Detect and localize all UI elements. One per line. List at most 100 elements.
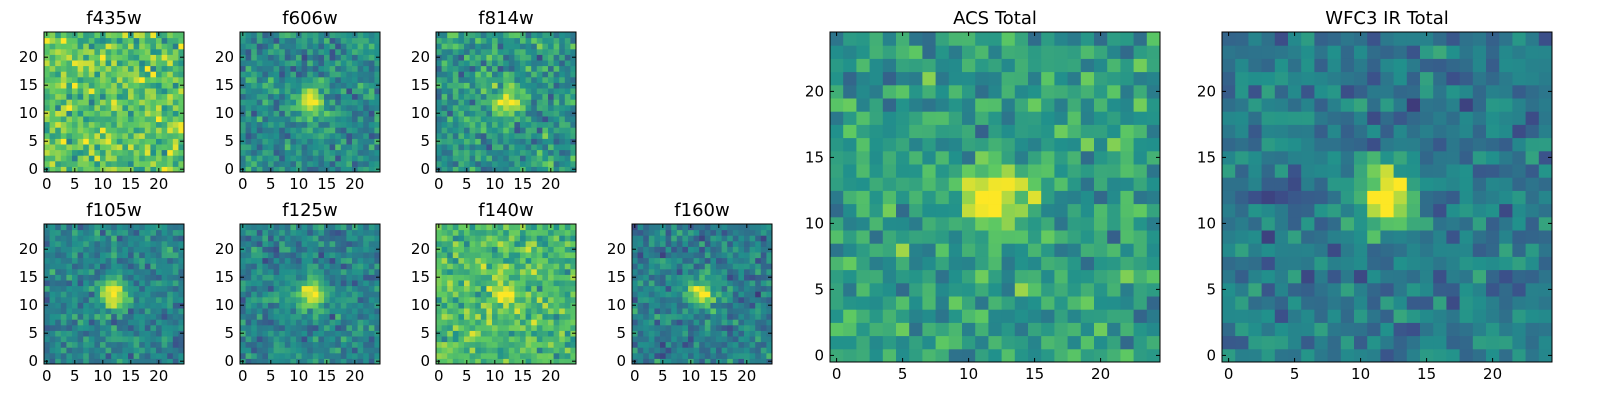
heatmap-cell: [922, 348, 937, 363]
heatmap-cell: [55, 274, 62, 281]
heatmap-cell: [352, 319, 359, 326]
heatmap-cell: [548, 336, 555, 343]
heatmap-cell: [682, 308, 689, 315]
heatmap-cell: [55, 110, 62, 117]
heatmap-cell: [94, 274, 101, 281]
heatmap-cell: [94, 99, 101, 106]
heatmap-cell: [150, 319, 157, 326]
heatmap-cell: [268, 229, 275, 236]
heatmap-cell: [475, 313, 482, 320]
heatmap-cell: [1133, 243, 1148, 257]
heatmap-cell: [273, 358, 280, 365]
heatmap-cell: [150, 65, 157, 72]
heatmap-cell: [312, 110, 319, 117]
heatmap-cell: [128, 43, 135, 50]
heatmap-cell: [531, 104, 538, 111]
heatmap-cell: [564, 132, 571, 139]
heatmap-cell: [318, 229, 325, 236]
heatmap-cell: [1028, 177, 1042, 191]
heatmap-cell: [525, 99, 532, 106]
heatmap-cell: [749, 285, 756, 292]
heatmap-cell: [643, 240, 650, 247]
heatmap-cell: [716, 280, 723, 287]
heatmap-cell: [665, 319, 672, 326]
heatmap-cell: [256, 65, 263, 72]
heatmap-cell: [475, 138, 482, 145]
heatmap-cell: [172, 144, 179, 151]
heatmap-cell: [374, 144, 381, 151]
heatmap-cell: [172, 240, 179, 247]
heatmap-cell: [312, 235, 319, 242]
heatmap-cell: [497, 37, 504, 44]
heatmap-cell: [156, 116, 163, 123]
y-tick-label: 15: [607, 268, 626, 286]
heatmap-cell: [1041, 203, 1055, 218]
heatmap-cell: [665, 257, 672, 264]
heatmap-cell: [447, 330, 454, 337]
heatmap-cell: [531, 319, 538, 326]
x-tick-label: 10: [485, 175, 504, 193]
heatmap-cell: [548, 347, 555, 354]
heatmap-cells: [44, 224, 185, 365]
heatmap-cell: [290, 138, 297, 145]
heatmap-cell: [284, 43, 291, 50]
heatmap-cell: [335, 319, 342, 326]
heatmap-cell: [60, 285, 67, 292]
heatmap-cell: [49, 229, 56, 236]
heatmap-cell: [346, 358, 353, 365]
heatmap-cell: [514, 246, 521, 253]
heatmap-cell: [240, 229, 247, 236]
heatmap-cell: [492, 330, 499, 337]
heatmap-cell: [447, 308, 454, 315]
heatmap-cell: [721, 336, 728, 343]
heatmap-cell: [447, 246, 454, 253]
heatmap-cell: [301, 76, 308, 83]
heatmap-cell: [178, 229, 185, 236]
heatmap-cell: [167, 330, 174, 337]
heatmap-cell: [699, 330, 706, 337]
heatmap-cell: [503, 104, 510, 111]
heatmap-cell: [88, 149, 95, 156]
heatmap-cell: [436, 144, 443, 151]
heatmap-cell: [458, 341, 465, 348]
heatmap-cell: [66, 308, 73, 315]
heatmap-cell: [654, 285, 661, 292]
heatmap-cell: [1014, 269, 1029, 284]
heatmap-cell: [363, 71, 370, 78]
heatmap-cell: [111, 352, 118, 359]
heatmap-cell: [178, 99, 185, 106]
heatmap-cell: [49, 341, 56, 348]
heatmap-cell: [178, 60, 185, 67]
heatmap-cell: [307, 166, 314, 173]
heatmap-cell: [273, 257, 280, 264]
heatmap-cell: [329, 224, 336, 231]
heatmap-cell: [167, 308, 174, 315]
heatmap-cell: [497, 60, 504, 67]
heatmap-cell: [77, 54, 84, 61]
heatmap-cell: [676, 229, 683, 236]
heatmap-cell: [352, 82, 359, 89]
heatmap-cell: [111, 127, 118, 134]
heatmap-cell: [279, 37, 286, 44]
heatmap-cell: [660, 246, 667, 253]
heatmap-cell: [665, 240, 672, 247]
heatmap-cell: [116, 48, 123, 55]
heatmap-cell: [1107, 335, 1121, 350]
heatmap-cell: [357, 235, 364, 242]
heatmap-cell: [648, 235, 655, 242]
heatmap-cell: [447, 37, 454, 44]
heatmap-cell: [962, 322, 976, 337]
heatmap-cell: [922, 256, 937, 271]
heatmap-cell: [139, 330, 146, 337]
heatmap-cell: [514, 358, 521, 365]
heatmap-cell: [648, 280, 655, 287]
heatmap-cell: [548, 280, 555, 287]
heatmap-cell: [559, 88, 566, 95]
heatmap-cell: [105, 308, 112, 315]
heatmap-cell: [133, 341, 140, 348]
heatmap-cell: [60, 257, 67, 264]
heatmap-cell: [301, 110, 308, 117]
heatmap-cell: [128, 132, 135, 139]
heatmap-cell: [1054, 256, 1069, 271]
heatmap-cell: [716, 268, 723, 275]
